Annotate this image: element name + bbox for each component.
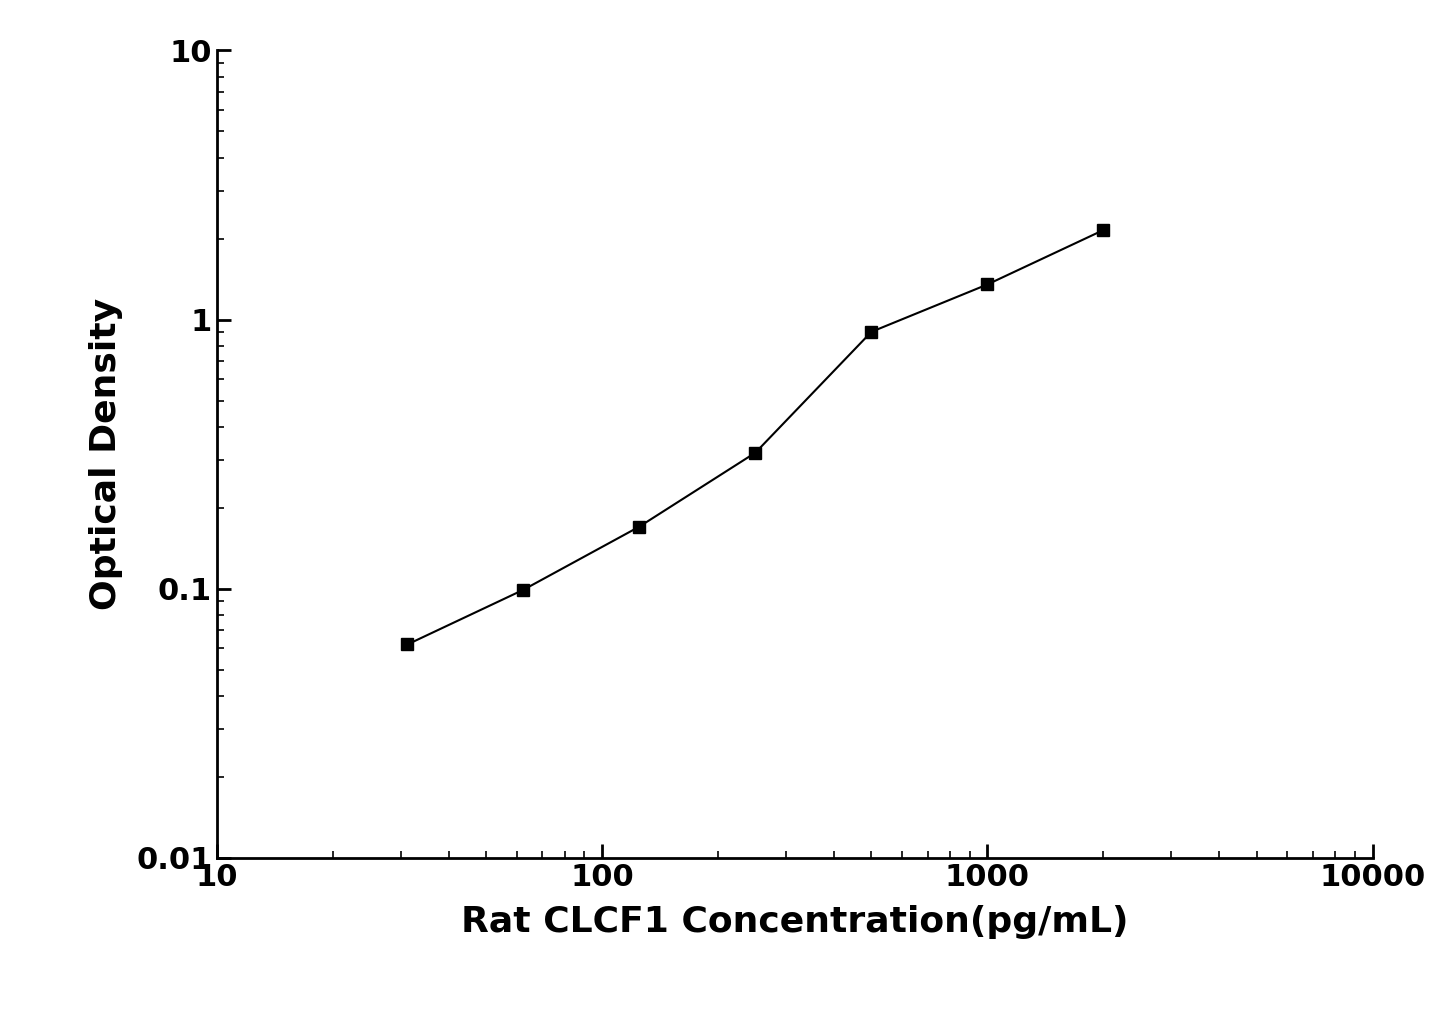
Y-axis label: Optical Density: Optical Density: [88, 298, 123, 610]
X-axis label: Rat CLCF1 Concentration(pg/mL): Rat CLCF1 Concentration(pg/mL): [461, 905, 1129, 939]
